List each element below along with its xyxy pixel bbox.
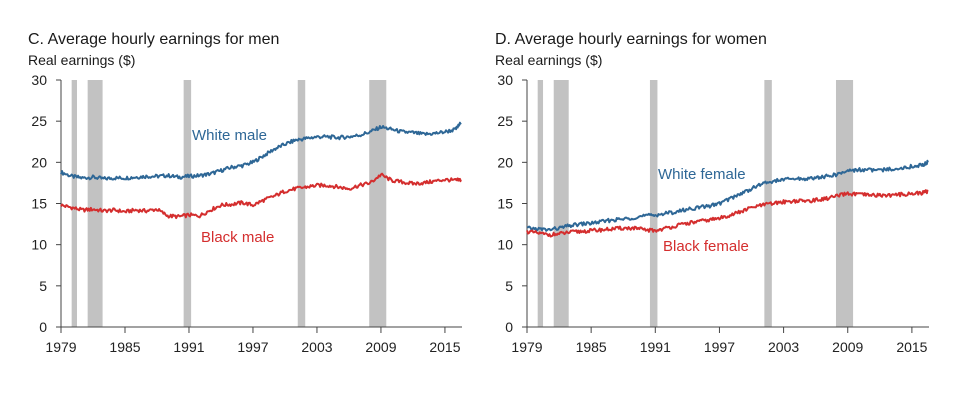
chart-panel-men: C. Average hourly earnings for men Real … <box>0 0 470 370</box>
chart-title: D. Average hourly earnings for women <box>495 31 767 48</box>
recession-band <box>183 80 192 327</box>
x-tick-label: 2015 <box>896 339 927 355</box>
series-label: White male <box>192 127 267 144</box>
x-tick-label: 2009 <box>365 339 396 355</box>
recession-band <box>537 80 544 327</box>
x-tick-label: 2009 <box>832 339 863 355</box>
y-tick-label: 30 <box>497 72 513 88</box>
series-line-white-male <box>60 121 462 181</box>
x-tick-label: 1991 <box>640 339 671 355</box>
x-tick-label: 2015 <box>429 339 460 355</box>
y-tick-label: 0 <box>39 319 47 335</box>
x-tick-label: 1997 <box>237 339 268 355</box>
recession-band <box>87 80 103 327</box>
y-tick-label: 10 <box>497 237 513 253</box>
series-label: Black male <box>201 229 274 246</box>
x-tick-label: 2003 <box>301 339 332 355</box>
y-tick-label: 15 <box>31 196 47 212</box>
x-tick-label: 1979 <box>511 339 542 355</box>
x-tick-label: 1979 <box>45 339 76 355</box>
y-tick-label: 25 <box>31 113 47 129</box>
series-label: White female <box>658 166 746 183</box>
series-line-white-female <box>526 159 929 232</box>
y-tick-label: 25 <box>497 113 513 129</box>
x-tick-label: 1991 <box>173 339 204 355</box>
series-label: Black female <box>663 238 749 255</box>
recession-band <box>649 80 658 327</box>
chart-women: 0 5 10 15 20 25 30 1979 1985 1991 1997 2003 2009 2015… <box>497 72 929 355</box>
recession-band <box>835 80 854 327</box>
series-line-black-male <box>60 172 462 220</box>
x-tick-label: 1997 <box>704 339 735 355</box>
y-tick-label: 20 <box>31 154 47 170</box>
y-axis-label: Real earnings ($) <box>495 52 603 68</box>
chart-men: 0 5 10 15 20 25 30 1979 1985 1991 1997 2003 2009 2015… <box>31 72 462 355</box>
x-tick-label: 1985 <box>576 339 607 355</box>
y-tick-label: 5 <box>505 278 513 294</box>
chart-title: C. Average hourly earnings for men <box>28 31 280 48</box>
y-tick-label: 5 <box>39 278 47 294</box>
x-tick-label: 1985 <box>109 339 140 355</box>
recession-band <box>553 80 569 327</box>
series-line-black-female <box>526 189 929 238</box>
y-tick-label: 0 <box>505 319 513 335</box>
recession-band <box>369 80 387 327</box>
y-tick-label: 30 <box>31 72 47 88</box>
recession-band <box>71 80 77 327</box>
y-tick-label: 10 <box>31 237 47 253</box>
x-tick-label: 2003 <box>768 339 799 355</box>
chart-panel-women: D. Average hourly earnings for women Rea… <box>470 0 940 370</box>
y-tick-label: 20 <box>497 154 513 170</box>
recession-band <box>297 80 306 327</box>
y-axis-label: Real earnings ($) <box>28 52 136 68</box>
y-tick-label: 15 <box>497 196 513 212</box>
